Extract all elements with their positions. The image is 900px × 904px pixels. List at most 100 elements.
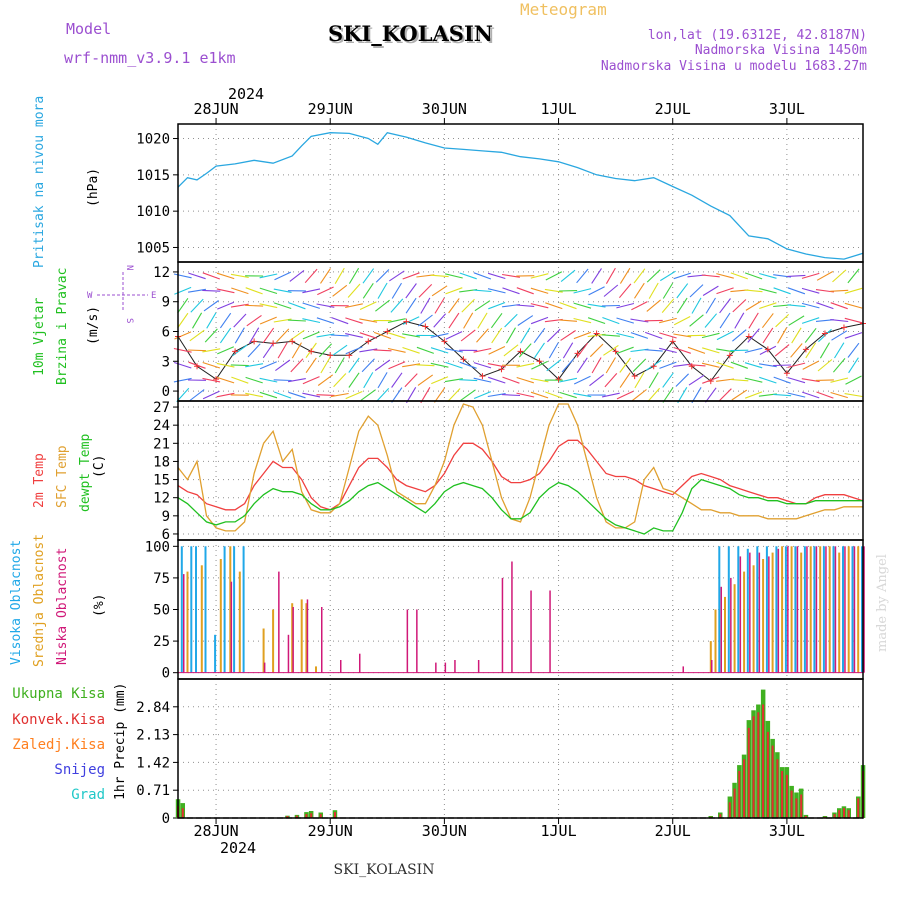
wind-arrow	[803, 361, 819, 369]
wind-arrow	[663, 283, 672, 298]
bar-precipitation-1	[776, 759, 778, 818]
bar-cloud-2	[787, 546, 789, 672]
bar-cloud-0	[852, 546, 854, 672]
panel-precipitation: 00.711.422.132.84	[136, 679, 865, 827]
wind-arrow	[445, 274, 463, 278]
wind-arrow	[692, 298, 701, 314]
ytick-label-cloud: 100	[145, 539, 170, 555]
wind-arrow	[406, 284, 417, 299]
bar-cloud-2	[321, 607, 323, 673]
wind-arrow	[178, 298, 188, 313]
wind-arrow	[816, 380, 834, 381]
wind-arrow	[306, 358, 316, 373]
wind-arrow	[773, 394, 791, 395]
bar-cloud-0	[813, 546, 815, 672]
bar-cloud-0	[794, 546, 796, 672]
wind-arrow	[592, 268, 602, 283]
bar-cloud-0	[842, 546, 844, 672]
bar-precipitation-1	[767, 732, 769, 818]
panel-frame-cloud	[178, 540, 863, 679]
wind-arrow	[260, 362, 277, 369]
wind-arrow	[577, 358, 587, 373]
bar-cloud-2	[445, 663, 447, 673]
plot-area: 1005101010151020036912691215182124270255…	[136, 100, 866, 840]
wind-arrow	[634, 269, 645, 283]
wind-arrow	[706, 388, 717, 403]
ytick-label-precipitation: 2.84	[136, 700, 170, 716]
series-line-temperature-1	[178, 404, 863, 531]
bar-cloud-1	[848, 546, 850, 672]
wind-arrow	[745, 290, 763, 292]
bar-cloud-2	[435, 663, 437, 673]
wind-arrow	[220, 328, 230, 343]
model-label: Model	[66, 20, 111, 38]
wind-arrow	[260, 317, 277, 324]
wind-arrow	[248, 344, 260, 357]
wind-arrow	[478, 313, 487, 328]
xtick-label-top: 29JUN	[308, 100, 353, 118]
wind-arrow	[317, 287, 333, 295]
wind-arrow	[706, 298, 715, 313]
wind-arrow	[788, 305, 806, 307]
wind-arrow	[802, 288, 819, 293]
wind-arrow	[318, 375, 333, 386]
bar-cloud-1	[810, 546, 812, 672]
wind-arrow	[405, 374, 417, 387]
bar-cloud-1	[838, 553, 840, 673]
wind-arrow	[717, 331, 733, 339]
xtick-label-top: 28JUN	[193, 100, 238, 118]
bar-cloud-2	[278, 572, 280, 673]
wind-arrow	[759, 274, 776, 279]
wind-arrow	[674, 273, 691, 279]
wind-arrow	[559, 320, 577, 321]
bar-cloud-1	[315, 666, 317, 672]
bar-precipitation-1	[838, 810, 840, 818]
ytick-label-cloud: 50	[153, 603, 170, 619]
wind-arrow	[191, 299, 203, 312]
wind-arrow	[449, 298, 460, 313]
wind-arrow	[620, 373, 630, 388]
bar-precipitation-1	[738, 771, 740, 818]
wind-arrow	[590, 344, 603, 357]
wind-arrow	[848, 269, 859, 283]
wind-arrow	[659, 348, 677, 352]
pressure-ylabel: Pritisak na nivou mora	[32, 96, 47, 268]
bar-precipitation-1	[182, 808, 184, 818]
ytick-label-wind: 12	[153, 265, 170, 281]
bar-cloud-1	[301, 599, 303, 672]
wind-arrow	[332, 345, 347, 355]
wind-arrow	[190, 390, 204, 401]
ytick-label-pressure: 1015	[136, 168, 170, 184]
wind-arrow	[730, 380, 748, 381]
wind-arrow	[574, 376, 590, 384]
wind-arrow	[305, 269, 317, 283]
wind-arrow	[649, 283, 658, 299]
bar-cloud-0	[747, 549, 749, 673]
bar-cloud-0	[190, 546, 192, 672]
bar-cloud-1	[239, 572, 241, 673]
wind-arrow	[620, 358, 631, 373]
wind-arrow	[504, 345, 518, 356]
bar-cloud-2	[740, 556, 742, 672]
wind-arrow	[778, 328, 787, 344]
wind-arrow	[820, 343, 829, 359]
bar-precipitation-1	[843, 808, 845, 818]
wind-arrow	[702, 363, 720, 367]
wind-arrow	[846, 376, 862, 384]
ytick-label-wind: 3	[162, 354, 170, 370]
wind-arrow	[835, 343, 844, 358]
wind-arrow	[592, 358, 601, 374]
wind-arrow	[263, 328, 273, 343]
wind-arrow	[660, 362, 677, 368]
temp-ylabel-dewpt: dewpt Temp	[78, 434, 93, 512]
wind-arrow	[290, 270, 304, 281]
bar-precipitation-1	[781, 771, 783, 818]
wind-arrow	[833, 270, 847, 282]
wind-unit: (m/s)	[86, 306, 101, 345]
temp-unit: (C)	[92, 455, 107, 478]
bar-precipitation-1	[848, 810, 850, 818]
wind-arrow	[631, 302, 647, 310]
wind-arrow	[303, 377, 320, 384]
ytick-label-temperature: 24	[153, 418, 170, 434]
